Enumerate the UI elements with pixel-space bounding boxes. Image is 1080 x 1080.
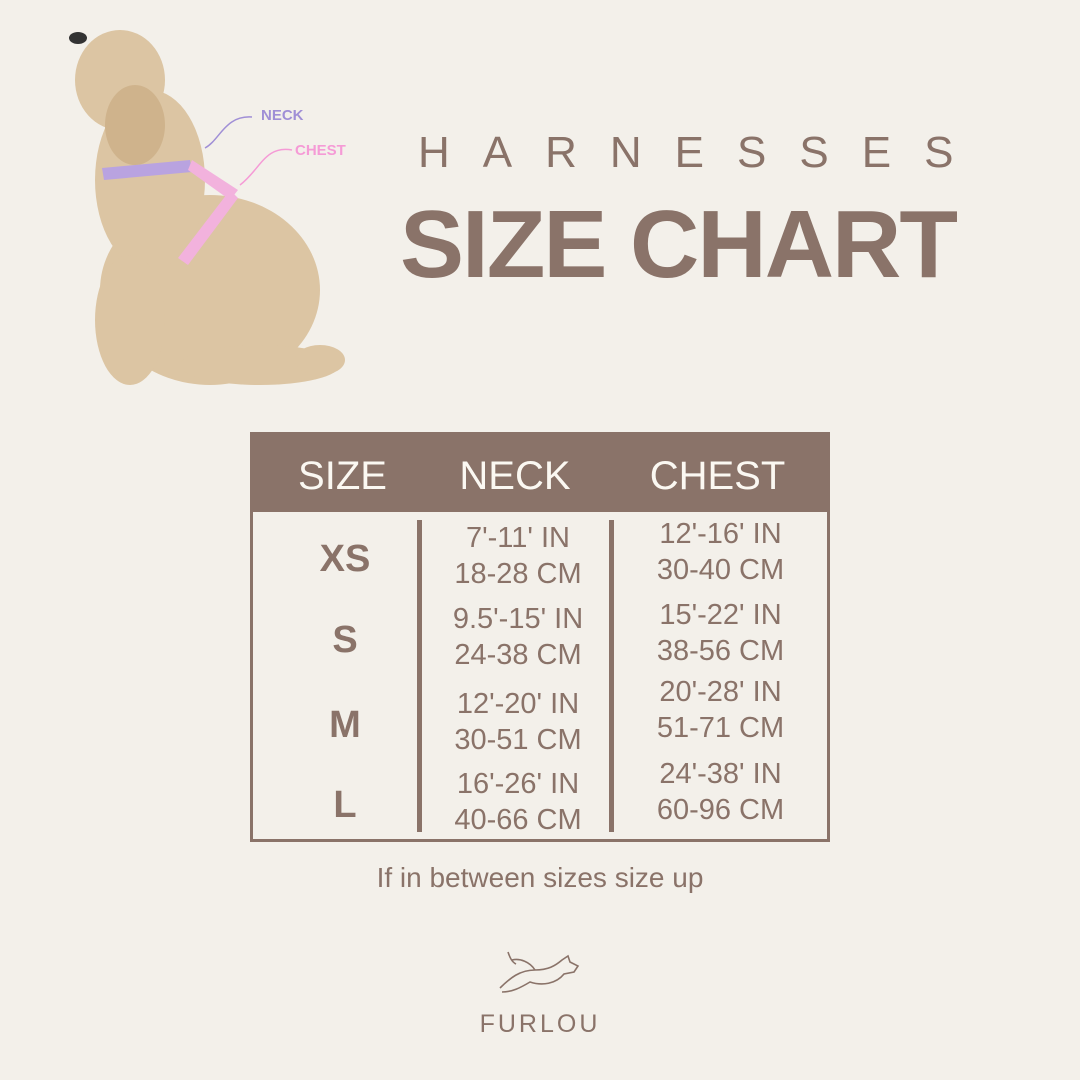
running-dog-logo-icon: [499, 951, 580, 993]
column-divider: [609, 520, 614, 832]
chest-in: 12'-16' IN: [659, 518, 782, 550]
size-cell: XS: [319, 538, 371, 580]
neck-cm: 24-38 CM: [454, 639, 582, 671]
table-row: L 16'-26' IN 40-66 CM 24'-38' IN 60-96 CM: [253, 758, 827, 844]
chest-in: 15'-22' IN: [659, 599, 782, 631]
chest-in: 20'-28' IN: [659, 676, 782, 708]
size-cell: M: [329, 704, 361, 746]
chest-in: 24'-38' IN: [659, 758, 782, 790]
column-divider: [417, 520, 422, 832]
neck-in: 7'-11' IN: [465, 522, 571, 554]
size-cell: L: [333, 784, 357, 826]
chest-cm: 38-56 CM: [656, 635, 785, 667]
table-header: SIZE NECK CHEST: [250, 432, 830, 512]
table-row: S 9.5'-15' IN 24-38 CM 15'-22' IN 38-56 CM: [253, 599, 827, 679]
neck-in: 16'-26' IN: [456, 768, 580, 800]
neck-annotation: NECK: [261, 107, 304, 124]
title-size-chart: SIZE CHART: [400, 191, 958, 298]
neck-cell: 7'-11' IN 18-28 CM: [423, 520, 613, 592]
size-table: SIZE NECK CHEST XS 7'-11' IN 18-28 CM 12'…: [250, 432, 830, 842]
table-row: XS 7'-11' IN 18-28 CM 12'-16' IN 30-40 CM: [253, 518, 827, 598]
neck-in: 9.5'-15' IN: [452, 603, 584, 635]
header-size: SIZE: [298, 454, 387, 498]
header-chest: CHEST: [649, 454, 786, 498]
neck-cell: 16'-26' IN 40-66 CM: [423, 766, 613, 838]
chest-cm: 51-71 CM: [656, 712, 785, 744]
brand-name: FURLOU: [479, 1010, 601, 1038]
neck-cm: 40-66 CM: [454, 804, 582, 836]
dog-photo: [69, 30, 345, 385]
chest-cell: 15'-22' IN 38-56 CM: [618, 597, 823, 669]
size-cell: S: [332, 619, 358, 661]
sizing-note: If in between sizes size up: [376, 862, 704, 893]
neck-cell: 9.5'-15' IN 24-38 CM: [423, 601, 613, 673]
chest-cm: 30-40 CM: [656, 554, 785, 586]
neck-cm: 18-28 CM: [454, 558, 582, 590]
chest-cell: 20'-28' IN 51-71 CM: [618, 674, 823, 746]
chest-cell: 12'-16' IN 30-40 CM: [618, 516, 823, 588]
table-row: M 12'-20' IN 30-51 CM 20'-28' IN 51-71 CM: [253, 676, 827, 764]
neck-cm: 30-51 CM: [454, 724, 582, 756]
header-neck: NECK: [459, 454, 571, 498]
chest-annotation: CHEST: [295, 142, 346, 159]
title-harnesses: HARNESSES: [418, 128, 987, 177]
neck-in: 12'-20' IN: [456, 688, 580, 720]
chest-cell: 24'-38' IN 60-96 CM: [618, 756, 823, 828]
neck-cell: 12'-20' IN 30-51 CM: [423, 686, 613, 758]
chest-cm: 60-96 CM: [656, 794, 785, 826]
